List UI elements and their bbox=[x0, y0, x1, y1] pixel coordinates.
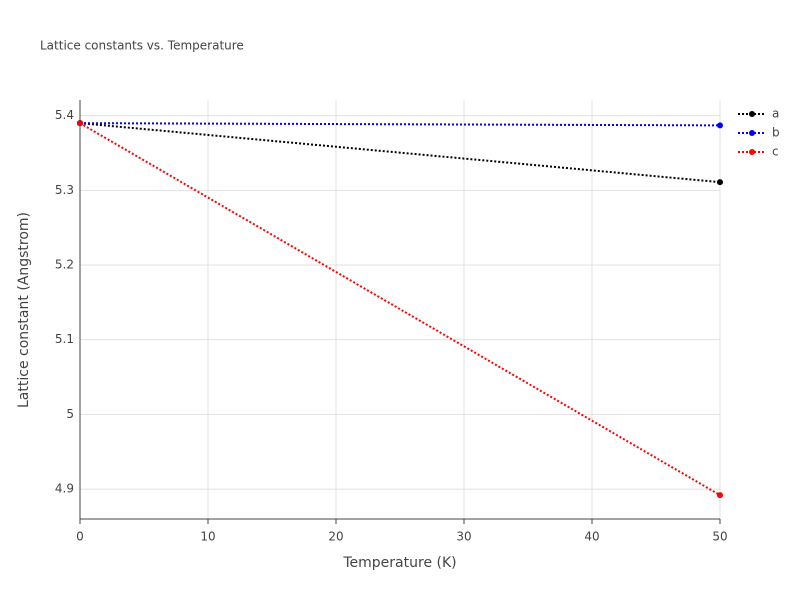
legend-marker bbox=[749, 111, 755, 117]
legend-label: b bbox=[772, 126, 780, 140]
series-marker bbox=[717, 492, 723, 499]
series-marker bbox=[717, 179, 723, 186]
y-tick-label: 5.3 bbox=[55, 183, 74, 197]
y-axis-title: Lattice constant (Angstrom) bbox=[16, 212, 32, 408]
series-line bbox=[79, 122, 721, 496]
series-marker bbox=[77, 120, 83, 127]
y-tick-label: 5.4 bbox=[55, 108, 74, 122]
legend-marker bbox=[749, 149, 755, 155]
x-tick-label: 10 bbox=[200, 530, 215, 544]
x-tick-label: 30 bbox=[456, 530, 471, 544]
legend-label: a bbox=[772, 107, 779, 121]
legend-marker bbox=[749, 130, 755, 136]
legend-label: c bbox=[772, 145, 779, 159]
series-line bbox=[79, 122, 721, 127]
y-tick-label: 5.2 bbox=[55, 258, 74, 272]
x-tick-label: 0 bbox=[76, 530, 84, 544]
chart-title: Lattice constants vs. Temperature bbox=[40, 39, 244, 53]
series-line bbox=[79, 122, 721, 184]
y-tick-label: 4.9 bbox=[55, 482, 74, 496]
y-tick-label: 5.1 bbox=[55, 332, 74, 346]
y-tick-label: 5 bbox=[66, 407, 74, 421]
x-tick-label: 40 bbox=[584, 530, 599, 544]
x-tick-label: 20 bbox=[328, 530, 343, 544]
series-marker bbox=[717, 122, 723, 129]
x-tick-label: 50 bbox=[712, 530, 727, 544]
x-axis-title: Temperature (K) bbox=[342, 555, 456, 571]
